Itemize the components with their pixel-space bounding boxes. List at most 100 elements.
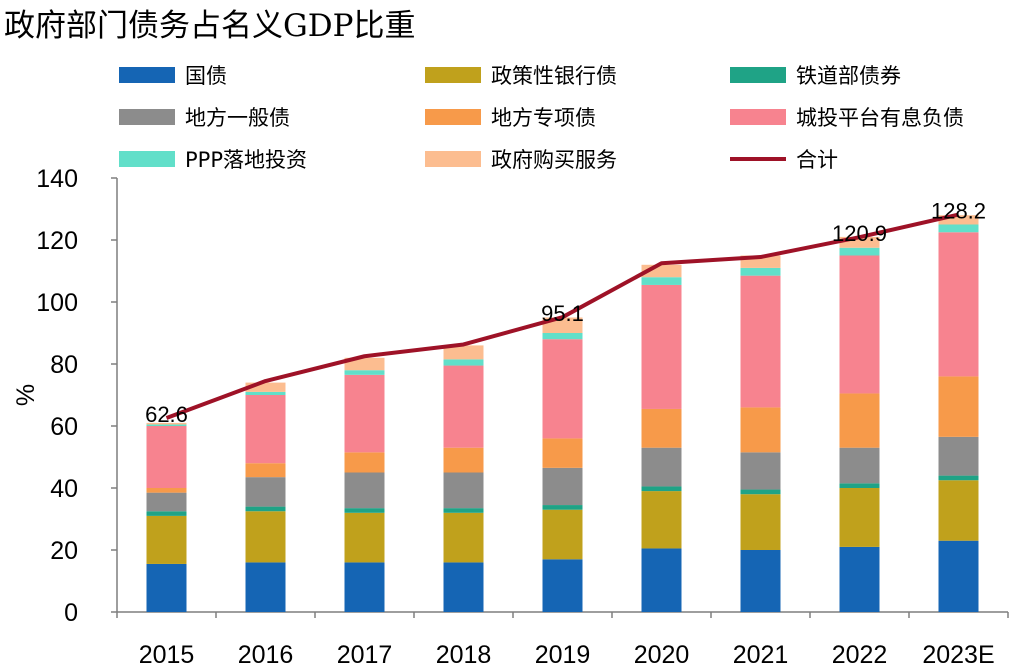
y-tick-label-100: 100 (36, 289, 78, 317)
bar-2021-series-4 (740, 407, 781, 453)
y-tick-label-60: 60 (50, 413, 78, 441)
bar-2020-series-5 (641, 284, 682, 409)
legend-label-8: 合计 (796, 148, 838, 172)
bar-2020-series-6 (641, 277, 682, 285)
bar-2023e-series-7 (938, 215, 979, 225)
bar-2016-series-5 (245, 395, 286, 464)
bar-2018-series-5 (443, 365, 484, 448)
x-tick-label-2016: 2016 (238, 641, 294, 669)
bar-2021-series-5 (740, 275, 781, 408)
y-tick-label-20: 20 (50, 537, 78, 565)
bar-2017-series-5 (344, 374, 385, 453)
bar-2015-series-3 (146, 492, 187, 512)
legend-label-5: 城投平台有息负债 (796, 106, 964, 130)
bar-2022-series-7 (839, 236, 880, 248)
bar-2016-series-2 (245, 506, 286, 512)
bar-2017-series-4 (344, 452, 385, 473)
bar-2015-series-6 (146, 424, 187, 426)
bar-2015-series-7 (146, 422, 187, 425)
legend-swatch-4 (425, 109, 481, 125)
bar-2019-series-6 (542, 333, 583, 340)
bar-2022-series-6 (839, 247, 880, 256)
legend-swatch-3 (119, 109, 175, 125)
legend-label-7: 政府购买服务 (491, 148, 617, 172)
data-label-2019: 95.1 (541, 301, 584, 326)
bar-2020-series-3 (641, 447, 682, 487)
legend-swatch-0 (119, 67, 175, 83)
legend-swatch-1 (425, 67, 481, 83)
bar-2023e-series-5 (938, 232, 979, 377)
x-axis: 2015 2016 2017 2018 2019 2020 2021 2022 2023E (116, 611, 1009, 669)
data-labels: 62.6 95.1 120.9 128.2 (145, 199, 986, 427)
data-label-2023e: 128.2 (931, 199, 986, 224)
bar-2021-series-1 (740, 494, 781, 550)
bar-2021-series-6 (740, 267, 781, 276)
bar-2023e-series-6 (938, 224, 979, 233)
bar-2022-series-2 (839, 483, 880, 488)
bar-2017-series-7 (344, 357, 385, 371)
x-tick-label-2018: 2018 (436, 641, 492, 669)
bar-2017-series-6 (344, 370, 385, 375)
bar-2015-series-2 (146, 511, 187, 516)
bar-2018-series-1 (443, 512, 484, 563)
bar-2023e-series-0 (938, 540, 979, 612)
y-tick-label-40: 40 (50, 475, 78, 503)
bar-2016-series-6 (245, 391, 286, 395)
bar-2015-series-1 (146, 515, 187, 564)
bar-2018-series-6 (443, 359, 484, 366)
bar-2021-series-2 (740, 489, 781, 495)
bar-2015-series-4 (146, 488, 187, 493)
y-axis-label: % (12, 384, 40, 406)
bar-2020-series-1 (641, 491, 682, 549)
bar-2016-series-3 (245, 477, 286, 507)
data-label-2015: 62.6 (145, 402, 188, 427)
total-line (165, 212, 959, 420)
bar-2020-series-2 (641, 486, 682, 492)
bar-2017-series-1 (344, 512, 385, 563)
bar-2016-series-4 (245, 463, 286, 478)
legend-label-0: 国债 (185, 64, 227, 88)
bar-2022-series-4 (839, 393, 880, 448)
bar-2016-series-1 (245, 511, 286, 563)
bar-2019-series-4 (542, 438, 583, 468)
bar-2022-series-0 (839, 546, 880, 612)
bar-2019-series-3 (542, 467, 583, 506)
bar-2018-series-0 (443, 562, 484, 612)
bar-2021-series-3 (740, 452, 781, 490)
y-axis: 0 20 40 60 80 100 120 140 (36, 165, 118, 627)
total-line-path (165, 212, 959, 420)
legend-swatch-5 (730, 109, 786, 125)
chart-title: 政府部门债务占名义GDP比重 (4, 8, 415, 44)
legend-label-1: 政策性银行债 (491, 64, 617, 88)
legend-label-3: 地方一般债 (185, 106, 290, 130)
legend-label-4: 地方专项债 (491, 106, 596, 130)
bar-2018-series-2 (443, 508, 484, 513)
bar-2018-series-7 (443, 345, 484, 360)
x-tick-label-2019: 2019 (535, 641, 591, 669)
bar-2018-series-4 (443, 447, 484, 473)
bar-2019-series-5 (542, 339, 583, 439)
y-tick-label-0: 0 (64, 599, 78, 627)
legend-label-2: 铁道部债券 (796, 64, 901, 88)
bar-2015-series-0 (146, 563, 187, 612)
bar-2019-series-2 (542, 505, 583, 510)
legend-swatch-2 (730, 67, 786, 83)
bar-2023e-series-4 (938, 376, 979, 437)
legend-swatch-7 (425, 151, 481, 167)
y-tick-label-140: 140 (36, 165, 78, 193)
y-tick-label-120: 120 (36, 227, 78, 255)
bar-2016-series-0 (245, 562, 286, 612)
legend-label-6: PPP落地投资 (185, 148, 307, 172)
bar-2017-series-2 (344, 508, 385, 513)
x-tick-label-2020: 2020 (634, 641, 690, 669)
bar-2023e-series-3 (938, 436, 979, 476)
y-tick-label-80: 80 (50, 351, 78, 379)
x-tick-label-2022: 2022 (832, 641, 888, 669)
bar-2019-series-0 (542, 559, 583, 612)
bar-2015-series-5 (146, 426, 187, 488)
bar-2016-series-7 (245, 382, 286, 392)
bar-2017-series-0 (344, 562, 385, 612)
bar-2023e-series-2 (938, 475, 979, 481)
